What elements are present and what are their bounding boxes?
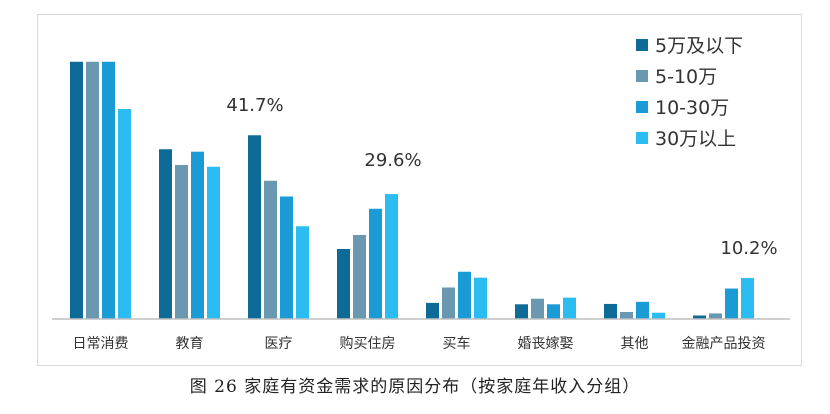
legend: 5万及以下 5-10万 10-30万 30万以上	[636, 35, 743, 150]
bar	[248, 135, 261, 319]
x-tick-label: 其他	[621, 336, 649, 352]
x-tick-label: 金融产品投资	[682, 336, 766, 352]
bar	[353, 235, 366, 319]
bar	[620, 312, 633, 319]
bar	[563, 297, 576, 319]
bar	[531, 298, 544, 319]
annotation-label: 29.6%	[364, 150, 421, 171]
bar	[102, 61, 115, 319]
bar	[474, 277, 487, 319]
x-tick-label: 日常消费	[73, 336, 129, 352]
annotation-label: 10.2%	[720, 238, 777, 259]
legend-label: 5万及以下	[655, 35, 743, 57]
bar	[86, 61, 99, 319]
bar	[709, 313, 722, 319]
bar	[636, 301, 649, 319]
x-axis-labels: 日常消费 教育 医疗 购买住房 买车 婚丧嫁娶 其他 金融产品投资	[73, 335, 766, 352]
bar	[264, 180, 277, 319]
bar	[159, 149, 172, 319]
legend-swatch	[636, 132, 648, 144]
legend-label: 30万以上	[655, 128, 736, 150]
bar	[442, 287, 455, 319]
bar	[175, 165, 188, 319]
x-tick-label: 购买住房	[340, 336, 396, 352]
legend-swatch	[636, 39, 648, 51]
bar	[652, 312, 665, 319]
bar	[385, 194, 398, 319]
legend-label: 10-30万	[655, 97, 729, 119]
bar	[369, 208, 382, 319]
annotations-layer: 41.7% 29.6% 10.2%	[226, 95, 777, 259]
figure-caption: 图 26 家庭有资金需求的原因分布（按家庭年收入分组）	[189, 377, 641, 397]
bar	[296, 226, 309, 319]
bar	[725, 288, 738, 319]
bar	[426, 302, 439, 319]
bar	[207, 166, 220, 319]
bar	[118, 109, 131, 319]
legend-swatch	[636, 70, 648, 82]
x-tick-label: 教育	[176, 336, 204, 352]
x-tick-label: 买车	[443, 335, 471, 352]
annotation-label: 41.7%	[226, 95, 283, 116]
x-tick-label: 医疗	[265, 336, 293, 352]
bar-chart: 日常消费 教育 医疗 购买住房 买车 婚丧嫁娶 其他 金融产品投资 41.7% 29.6% 1…	[52, 35, 790, 352]
bars-layer	[70, 61, 754, 319]
bar	[604, 303, 617, 319]
legend-swatch	[636, 101, 648, 113]
legend-label: 5-10万	[655, 66, 717, 88]
bar	[70, 61, 83, 319]
bar	[547, 304, 560, 319]
x-tick-label: 婚丧嫁娶	[518, 336, 574, 352]
bar	[280, 196, 293, 319]
bar	[191, 151, 204, 319]
bar	[458, 271, 471, 319]
bar	[741, 278, 754, 319]
bar	[515, 304, 528, 319]
chart-frame: 日常消费 教育 医疗 购买住房 买车 婚丧嫁娶 其他 金融产品投资 41.7% 29.6% 1…	[37, 14, 802, 366]
bar	[337, 249, 350, 319]
bar	[693, 315, 706, 319]
